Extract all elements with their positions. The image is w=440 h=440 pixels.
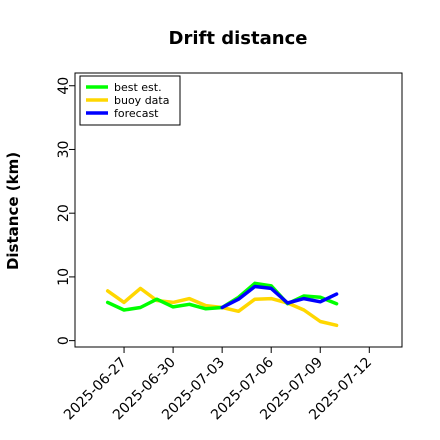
y-axis-label: Distance (km) bbox=[4, 152, 22, 270]
y-tick-label: 20 bbox=[56, 204, 72, 222]
legend-label: forecast bbox=[114, 107, 159, 120]
legend-label: buoy data bbox=[114, 94, 169, 107]
y-tick-label: 30 bbox=[56, 141, 72, 159]
y-tick-label: 40 bbox=[56, 77, 72, 95]
series-line-forecast bbox=[220, 284, 339, 310]
chart-title: Drift distance bbox=[169, 28, 308, 49]
y-tick-label: 0 bbox=[56, 336, 72, 345]
plot-area: 0102030402025-06-272025-06-302025-07-032… bbox=[56, 72, 403, 423]
y-tick-label: 10 bbox=[56, 268, 72, 286]
legend-label: best est. bbox=[114, 81, 162, 94]
plot-frame bbox=[74, 72, 403, 348]
